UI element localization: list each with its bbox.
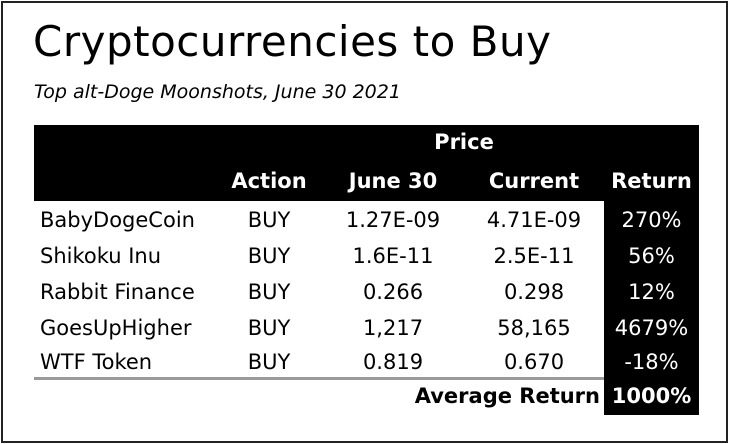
row-june30-price: 1.6E-11 — [352, 244, 434, 268]
row-name: BabyDogeCoin — [40, 208, 195, 232]
row-current-price: 4.71E-09 — [486, 208, 582, 232]
row-return: 12% — [628, 280, 675, 304]
table-row: WTF Token BUY 0.819 0.670 -18% — [34, 344, 699, 380]
table-row: BabyDogeCoin BUY 1.27E-09 4.71E-09 270% — [34, 202, 699, 238]
row-current-price: 0.670 — [503, 350, 565, 374]
row-return: -18% — [624, 350, 679, 374]
row-action: BUY — [247, 350, 291, 374]
table-row: Shikoku Inu BUY 1.6E-11 2.5E-11 56% — [34, 238, 699, 274]
column-header-june30: June 30 — [348, 169, 438, 193]
row-name: Rabbit Finance — [40, 280, 195, 304]
page-subtitle: Top alt-Doge Moonshots, June 30 2021 — [34, 81, 401, 103]
row-june30-price: 0.266 — [362, 280, 424, 304]
column-header-return: Return — [611, 169, 692, 193]
row-return: 270% — [621, 208, 682, 232]
row-current-price: 0.298 — [503, 280, 565, 304]
average-return-value: 1000% — [611, 384, 692, 408]
column-header-action: Action — [231, 169, 307, 193]
row-current-price: 58,165 — [497, 316, 571, 340]
row-june30-price: 1,217 — [362, 316, 424, 340]
table-group-header: Price — [34, 125, 699, 159]
return-column-highlight — [604, 201, 699, 415]
row-action: BUY — [247, 280, 291, 304]
price-group-label: Price — [434, 130, 494, 154]
row-june30-price: 1.27E-09 — [345, 208, 441, 232]
row-june30-price: 0.819 — [362, 350, 424, 374]
row-name: GoesUpHigher — [40, 316, 192, 340]
table-column-header: Action June 30 Current Return — [34, 159, 699, 201]
row-action: BUY — [247, 208, 291, 232]
row-return: 56% — [628, 244, 675, 268]
table-row: Rabbit Finance BUY 0.266 0.298 12% — [34, 274, 699, 310]
row-name: Shikoku Inu — [40, 244, 162, 268]
row-action: BUY — [247, 316, 291, 340]
average-return-label: Average Return — [414, 384, 600, 408]
row-name: WTF Token — [40, 350, 153, 374]
row-current-price: 2.5E-11 — [493, 244, 575, 268]
column-header-current: Current — [488, 169, 580, 193]
page-title: Cryptocurrencies to Buy — [33, 17, 552, 66]
row-return: 4679% — [614, 316, 689, 340]
row-action: BUY — [247, 244, 291, 268]
table-divider — [34, 377, 604, 380]
table-row: GoesUpHigher BUY 1,217 58,165 4679% — [34, 310, 699, 346]
